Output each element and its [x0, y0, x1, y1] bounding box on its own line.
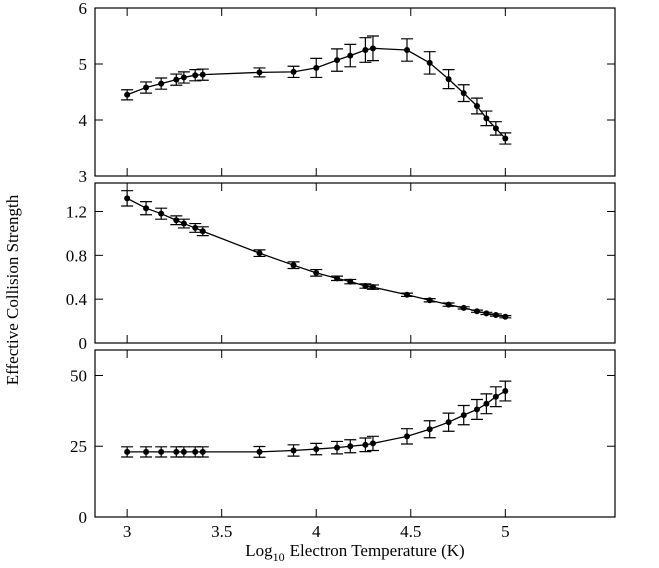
- data-point: [290, 68, 297, 75]
- y-tick-label: 1.2: [66, 202, 87, 221]
- y-tick-label: 50: [70, 366, 87, 385]
- data-point: [143, 448, 150, 455]
- data-point: [369, 45, 376, 52]
- data-point: [124, 448, 131, 455]
- data-line: [126, 197, 506, 318]
- data-point: [502, 135, 509, 142]
- data-point: [460, 304, 467, 311]
- data-point: [426, 426, 433, 433]
- data-point: [334, 57, 341, 64]
- data-point: [426, 297, 433, 304]
- data-point: [192, 72, 199, 79]
- data-point: [473, 308, 480, 315]
- data-point: [369, 440, 376, 447]
- data-point: [404, 433, 410, 440]
- x-tick-label: 3.5: [211, 522, 232, 541]
- data-point: [313, 64, 320, 71]
- data-point: [158, 80, 165, 87]
- data-point: [173, 76, 180, 83]
- plot-frame: [94, 182, 616, 344]
- data-point: [256, 69, 263, 76]
- y-tick-label: 0: [79, 334, 88, 353]
- data-point: [290, 262, 297, 269]
- data-point: [192, 224, 199, 231]
- data-point: [426, 59, 433, 66]
- x-axis-label-subscript: 10: [273, 550, 285, 564]
- y-tick-label: 3: [79, 167, 88, 186]
- data-point: [256, 448, 263, 455]
- x-axis-label-rest: Electron Temperature (K): [290, 541, 465, 560]
- data-point: [404, 47, 410, 53]
- data-point: [473, 406, 480, 413]
- plot-frame: [94, 349, 616, 518]
- data-point: [347, 278, 354, 285]
- x-tick-label: 3: [123, 522, 132, 541]
- data-point: [173, 217, 180, 224]
- data-point: [256, 250, 263, 257]
- x-axis-label-base: Log: [245, 541, 273, 560]
- x-tick-label: 4.5: [400, 522, 421, 541]
- data-point: [313, 269, 320, 276]
- y-tick-label: 25: [70, 437, 87, 456]
- y-tick-label: 0.8: [66, 246, 87, 265]
- data-point: [199, 71, 206, 78]
- data-point: [334, 444, 341, 451]
- data-point: [369, 284, 376, 291]
- data-point: [199, 228, 206, 235]
- data-point: [483, 400, 490, 407]
- data-line: [127, 390, 506, 453]
- data-point: [492, 125, 499, 132]
- x-axis-label: Log10 Electron Temperature (K): [245, 541, 464, 564]
- data-point: [173, 448, 180, 455]
- data-point: [473, 103, 480, 109]
- data-point: [492, 312, 499, 319]
- data-point: [362, 441, 369, 448]
- data-point: [492, 393, 499, 400]
- data-point: [180, 220, 187, 227]
- data-point: [143, 84, 150, 91]
- data-point: [192, 448, 199, 455]
- data-point: [158, 448, 165, 455]
- data-point: [362, 47, 369, 53]
- data-point: [404, 291, 410, 298]
- y-tick-label: 0.4: [66, 290, 88, 309]
- data-point: [445, 301, 452, 308]
- data-point: [502, 313, 509, 320]
- x-tick-label: 4: [312, 522, 321, 541]
- y-tick-label: 4: [79, 111, 88, 130]
- data-point: [347, 52, 354, 59]
- data-point: [290, 447, 297, 454]
- y-tick-label: 0: [79, 508, 88, 527]
- data-point: [124, 195, 131, 202]
- data-point: [158, 210, 165, 217]
- data-point: [199, 448, 206, 455]
- data-point: [483, 115, 490, 122]
- data-point: [180, 448, 187, 455]
- data-point: [347, 443, 354, 450]
- data-point: [483, 310, 490, 317]
- data-point: [180, 74, 187, 81]
- data-point: [124, 91, 131, 98]
- data-point: [143, 205, 150, 212]
- data-point: [313, 446, 320, 453]
- data-point: [334, 275, 341, 282]
- y-axis-label: Effective Collision Strength: [3, 194, 22, 385]
- data-point: [445, 76, 452, 83]
- y-tick-label: 6: [79, 0, 88, 18]
- data-point: [445, 419, 452, 426]
- x-tick-label: 5: [501, 522, 510, 541]
- data-point: [460, 90, 467, 97]
- data-point: [362, 283, 369, 290]
- data-line: [126, 47, 506, 139]
- plot-frame: [94, 7, 616, 177]
- y-tick-label: 5: [79, 55, 88, 74]
- data-point: [460, 412, 467, 419]
- data-point: [502, 388, 509, 395]
